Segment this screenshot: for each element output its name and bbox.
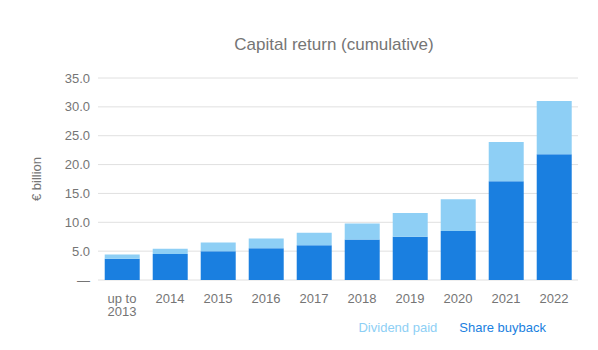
svg-text:15.0: 15.0 bbox=[65, 186, 90, 201]
svg-text:2022: 2022 bbox=[540, 291, 569, 306]
svg-text:20.0: 20.0 bbox=[65, 157, 90, 172]
html-text:Capital return (cumulative): Capital return (cumulative) bbox=[234, 35, 434, 54]
svg-text:up to2013: up to2013 bbox=[108, 291, 137, 319]
svg-text:2015: 2015 bbox=[204, 291, 233, 306]
svg-text:2019: 2019 bbox=[396, 291, 425, 306]
svg-text:5.0: 5.0 bbox=[72, 244, 90, 259]
svg-text:2016: 2016 bbox=[252, 291, 281, 306]
svg-text:—: — bbox=[77, 273, 90, 288]
svg-text:35.0: 35.0 bbox=[65, 71, 90, 86]
html-text:Dividend paid: Dividend paid bbox=[358, 320, 438, 335]
svg-text:10.0: 10.0 bbox=[65, 215, 90, 230]
svg-text:2021: 2021 bbox=[492, 291, 521, 306]
svg-text:2017: 2017 bbox=[300, 291, 329, 306]
svg-text:2020: 2020 bbox=[444, 291, 473, 306]
svg-text:2018: 2018 bbox=[348, 291, 377, 306]
svg-text:€ billion: € billion bbox=[29, 157, 44, 201]
html-text:Share buyback: Share buyback bbox=[459, 320, 546, 335]
svg-text:2014: 2014 bbox=[156, 291, 185, 306]
svg-text:25.0: 25.0 bbox=[65, 128, 90, 143]
svg-text:30.0: 30.0 bbox=[65, 99, 90, 114]
